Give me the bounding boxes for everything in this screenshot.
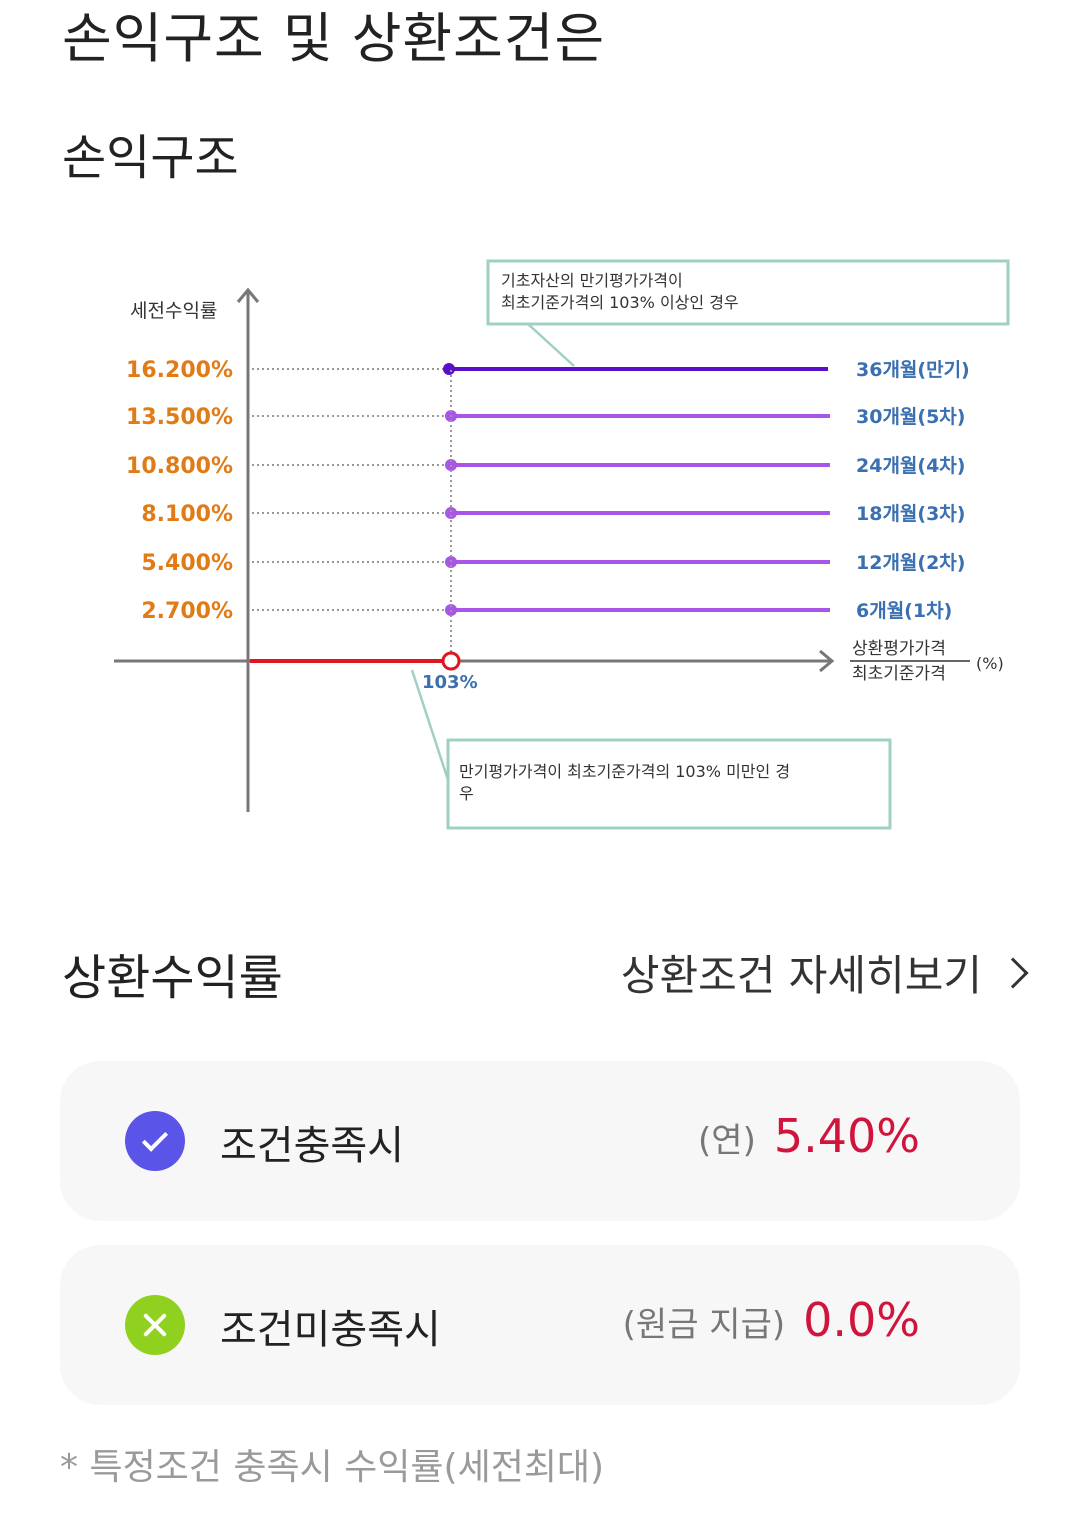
y-value-label: 16.200% <box>126 358 233 383</box>
y-value-label: 2.700% <box>141 599 233 624</box>
profit-structure-chart: 세전수익률 16.200% 36개월(만기) 13.500% 30개월(5차) 10.8… <box>114 259 1010 830</box>
series-label: 30개월(5차) <box>856 406 965 428</box>
y-value-label: 8.100% <box>141 502 233 527</box>
x-icon <box>125 1295 185 1355</box>
series-label: 18개월(3차) <box>856 503 965 525</box>
rate-card-condition-met: 조건충족시 (연) 5.40% <box>60 1061 1020 1221</box>
series-point <box>443 363 455 375</box>
threshold-marker <box>441 651 461 671</box>
series-label: 12개월(2차) <box>856 552 965 574</box>
y-value-label: 5.400% <box>141 551 233 576</box>
rate-card-condition-not-met: 조건미충족시 (원금 지급) 0.0% <box>60 1245 1020 1405</box>
callout-top-line-1: 기초자산의 만기평가가격이 <box>501 271 683 290</box>
rate-card-number: 0.0% <box>803 1293 920 1347</box>
x-axis-arrow-icon <box>819 649 835 673</box>
rate-card-prefix: (연) <box>698 1121 756 1161</box>
rate-card-value: (연) 5.40% <box>698 1109 920 1163</box>
callout-top-box <box>486 259 1010 326</box>
chevron-right-icon <box>997 956 1029 989</box>
callout-bottom-box <box>446 738 892 830</box>
callout-bottom-line-1: 만기평가가격이 최초기준가격의 103% 미만인 경 <box>459 762 790 781</box>
redemption-rate-title: 상환수익률 <box>62 950 283 1006</box>
callout-bottom-pointer <box>410 669 452 787</box>
rate-card-number: 5.40% <box>773 1109 920 1163</box>
x-axis-label-denominator: 최초기준가격 <box>852 664 946 684</box>
series-label: 6개월(1차) <box>856 600 952 622</box>
redemption-detail-link-label: 상환조건 자세히보기 <box>620 951 982 1000</box>
check-icon <box>125 1111 185 1171</box>
threshold-label: 103% <box>422 672 478 693</box>
series-label: 36개월(만기) <box>856 359 970 381</box>
x-axis-label-unit: (%) <box>976 654 1004 673</box>
x-axis-label-numerator: 상환평가가격 <box>852 639 946 659</box>
rate-card-value: (원금 지급) 0.0% <box>623 1293 920 1347</box>
y-axis-arrow-icon <box>236 287 260 303</box>
series-point <box>445 507 457 519</box>
rate-card-label: 조건충족시 <box>220 1123 404 1169</box>
footnote: * 특정조건 충족시 수익률(세전최대) <box>60 1447 605 1488</box>
rate-card-label: 조건미충족시 <box>220 1307 441 1353</box>
section-title-profit-structure: 손익구조 <box>62 130 239 186</box>
page-title: 손익구조 및 상환조건은 <box>62 7 606 70</box>
y-value-label: 10.800% <box>126 454 233 479</box>
series-label: 24개월(4차) <box>856 455 965 477</box>
y-value-label: 13.500% <box>126 405 233 430</box>
callout-top-line-2: 최초기준가격의 103% 이상인 경우 <box>501 293 739 312</box>
y-axis-label: 세전수익률 <box>130 300 217 322</box>
rate-card-prefix: (원금 지급) <box>622 1305 786 1345</box>
redemption-detail-link[interactable]: 상환조건 자세히보기 <box>620 942 1029 1003</box>
callout-bottom-line-2: 우 <box>459 784 474 803</box>
callout-top-pointer <box>527 323 575 367</box>
